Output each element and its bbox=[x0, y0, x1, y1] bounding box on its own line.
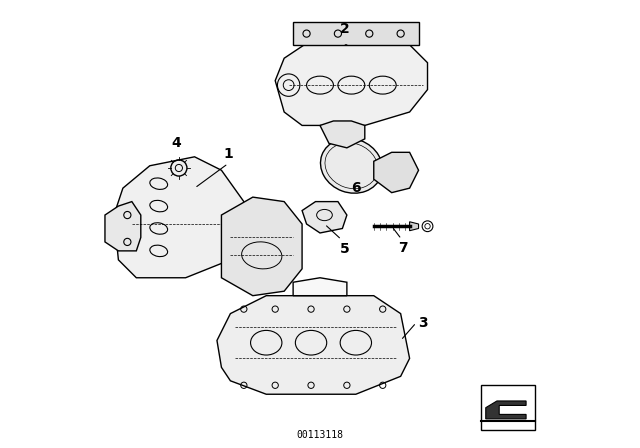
Polygon shape bbox=[410, 222, 419, 231]
FancyBboxPatch shape bbox=[481, 385, 535, 430]
Ellipse shape bbox=[321, 138, 382, 193]
Polygon shape bbox=[217, 296, 410, 394]
Polygon shape bbox=[105, 202, 141, 251]
Text: 3: 3 bbox=[419, 315, 428, 330]
Polygon shape bbox=[302, 202, 347, 233]
Polygon shape bbox=[486, 401, 526, 419]
Polygon shape bbox=[293, 278, 347, 296]
Polygon shape bbox=[114, 157, 244, 278]
Text: 5: 5 bbox=[340, 242, 349, 256]
Polygon shape bbox=[221, 197, 302, 296]
Polygon shape bbox=[320, 121, 365, 148]
Text: 4: 4 bbox=[172, 136, 182, 150]
Polygon shape bbox=[275, 36, 428, 125]
Text: 6: 6 bbox=[351, 181, 361, 195]
Text: 00113118: 00113118 bbox=[296, 430, 344, 440]
Polygon shape bbox=[293, 22, 419, 45]
Text: 2: 2 bbox=[340, 22, 349, 36]
Text: 7: 7 bbox=[398, 241, 408, 255]
Polygon shape bbox=[374, 152, 419, 193]
Text: 1: 1 bbox=[223, 147, 233, 161]
